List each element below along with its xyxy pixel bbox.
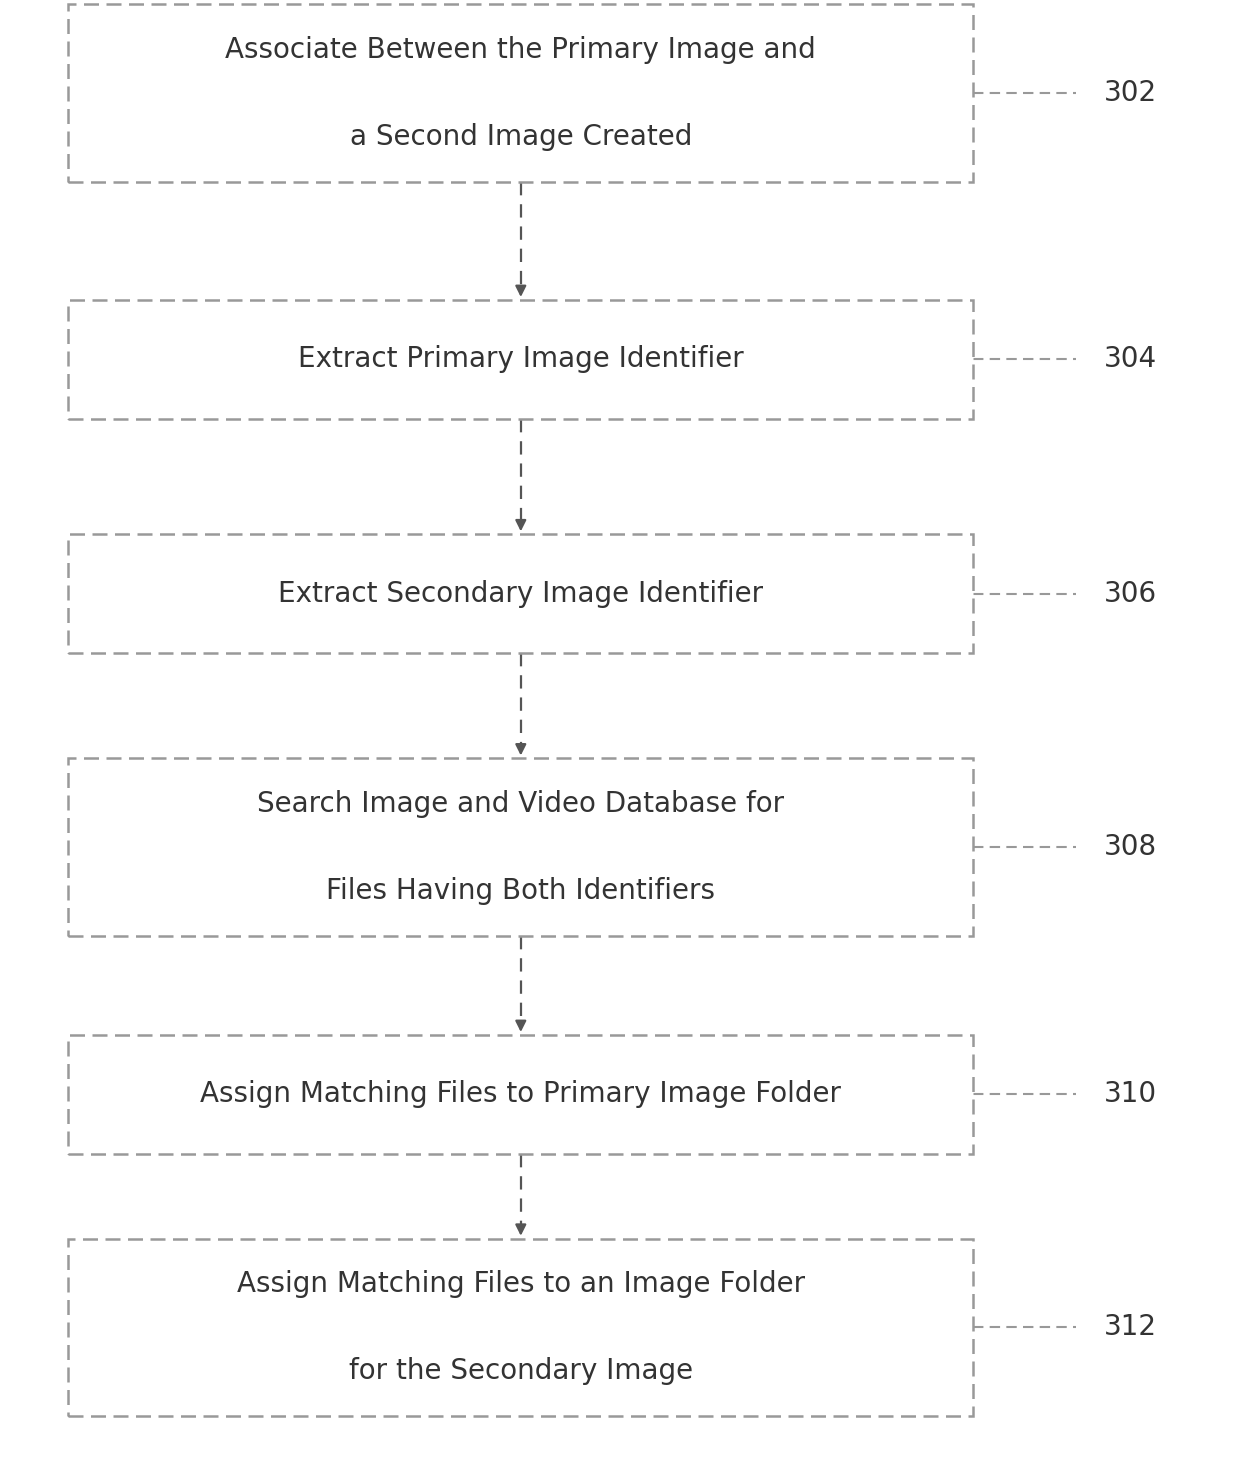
Text: 312: 312 — [1104, 1313, 1157, 1341]
Bar — [68, 4, 973, 182]
Text: 306: 306 — [1104, 579, 1157, 607]
Text: 302: 302 — [1104, 79, 1157, 107]
Text: Assign Matching Files to an Image Folder: Assign Matching Files to an Image Folder — [237, 1270, 805, 1298]
Bar — [68, 1035, 973, 1154]
Text: Extract Secondary Image Identifier: Extract Secondary Image Identifier — [278, 579, 764, 607]
Text: Search Image and Video Database for: Search Image and Video Database for — [257, 789, 785, 817]
Text: Associate Between the Primary Image and: Associate Between the Primary Image and — [226, 35, 816, 63]
Text: 308: 308 — [1104, 833, 1157, 861]
Text: Files Having Both Identifiers: Files Having Both Identifiers — [326, 876, 715, 904]
Text: a Second Image Created: a Second Image Created — [350, 122, 692, 150]
Bar — [68, 300, 973, 419]
Text: 304: 304 — [1104, 345, 1157, 373]
Text: Extract Primary Image Identifier: Extract Primary Image Identifier — [298, 345, 744, 373]
Text: 310: 310 — [1104, 1080, 1157, 1108]
Text: for the Secondary Image: for the Secondary Image — [348, 1357, 693, 1385]
Bar — [68, 759, 973, 936]
Bar — [68, 534, 973, 654]
Text: Assign Matching Files to Primary Image Folder: Assign Matching Files to Primary Image F… — [201, 1080, 841, 1108]
Bar — [68, 1239, 973, 1416]
